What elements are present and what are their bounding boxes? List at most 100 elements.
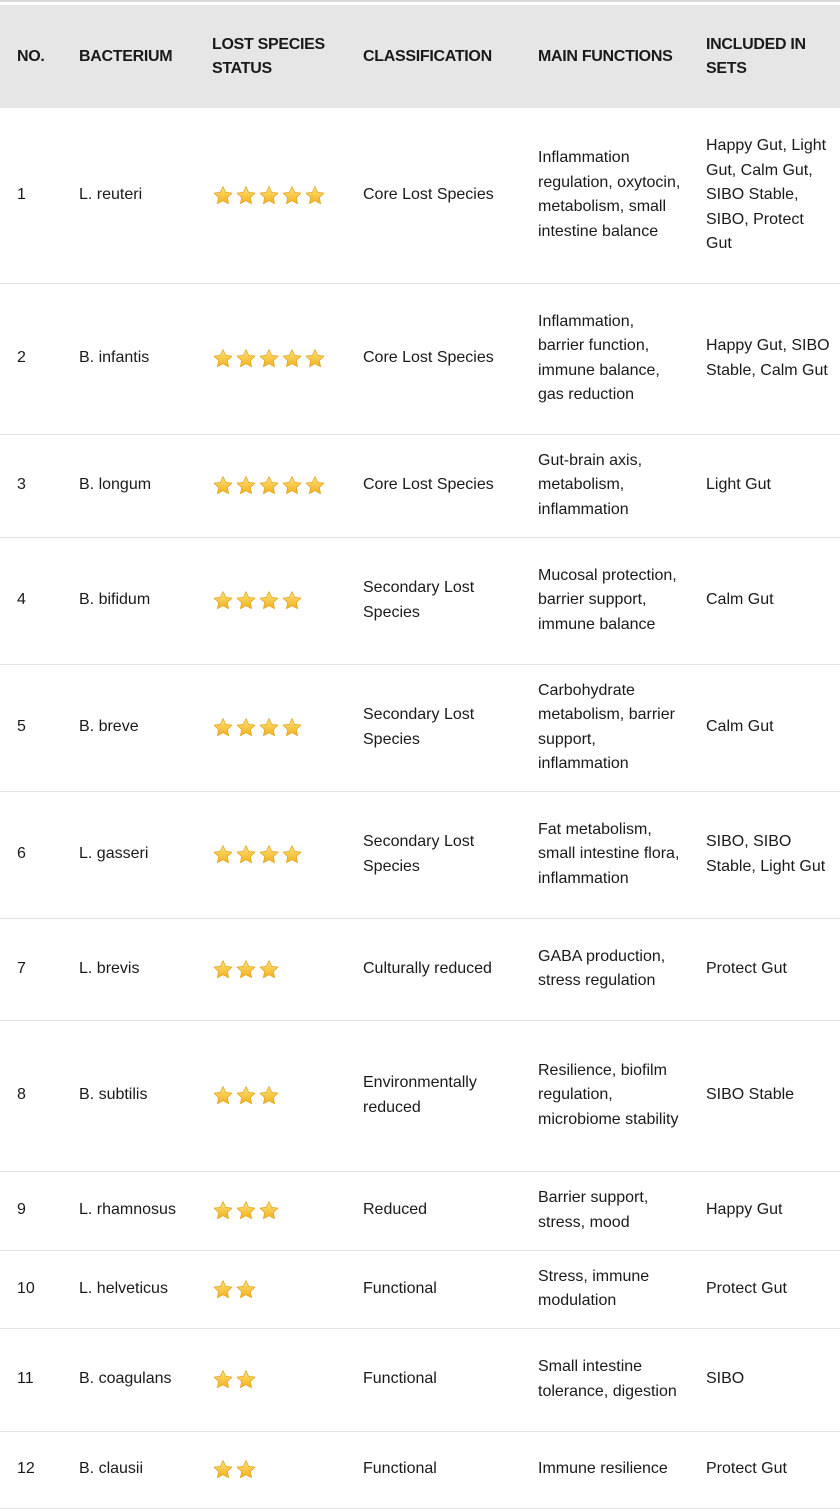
cell-main-functions: GABA production, stress regulation bbox=[521, 918, 689, 1021]
cell-included-in-sets: SIBO Stable bbox=[689, 1020, 840, 1172]
star-icon bbox=[235, 1369, 257, 1390]
table-row: 2 B. infantis Core Lost Species Inflammatio… bbox=[0, 283, 840, 435]
star-icon bbox=[235, 959, 257, 980]
cell-no: 5 bbox=[0, 664, 62, 792]
star-icon bbox=[235, 1459, 257, 1480]
star-icon bbox=[212, 1279, 234, 1300]
cell-included-in-sets: Light Gut bbox=[689, 434, 840, 538]
star-icon bbox=[212, 185, 234, 206]
cell-lost-species-status bbox=[195, 918, 346, 1021]
cell-included-in-sets: Happy Gut bbox=[689, 1171, 840, 1251]
cell-bacterium: B. infantis bbox=[62, 283, 195, 435]
cell-bacterium: L. rhamnosus bbox=[62, 1171, 195, 1251]
cell-included-in-sets: Calm Gut bbox=[689, 537, 840, 665]
header-bacterium: BACTERIUM bbox=[62, 5, 195, 108]
cell-no: 11 bbox=[0, 1328, 62, 1432]
star-icon bbox=[212, 959, 234, 980]
cell-lost-species-status bbox=[195, 283, 346, 435]
table-row: 6 L. gasseri Secondary Lost Species Fat met… bbox=[0, 791, 840, 919]
cell-main-functions: Gut-brain axis, metabolism, inflammation bbox=[521, 434, 689, 538]
cell-classification: Reduced bbox=[346, 1171, 521, 1251]
cell-no: 8 bbox=[0, 1020, 62, 1172]
star-icon bbox=[258, 1085, 280, 1106]
cell-main-functions: Fat metabolism, small intestine flora, i… bbox=[521, 791, 689, 919]
star-icon bbox=[212, 475, 234, 496]
cell-lost-species-status bbox=[195, 1171, 346, 1251]
cell-lost-species-status bbox=[195, 1431, 346, 1509]
cell-main-functions: Mucosal protection, barrier support, imm… bbox=[521, 537, 689, 665]
cell-bacterium: B. bifidum bbox=[62, 537, 195, 665]
star-rating bbox=[212, 959, 338, 980]
cell-bacterium: L. helveticus bbox=[62, 1250, 195, 1329]
star-icon bbox=[281, 185, 303, 206]
cell-no: 2 bbox=[0, 283, 62, 435]
cell-included-in-sets: Protect Gut bbox=[689, 1250, 840, 1329]
cell-no: 1 bbox=[0, 108, 62, 284]
star-icon bbox=[235, 1279, 257, 1300]
star-rating bbox=[212, 185, 338, 206]
cell-classification: Secondary Lost Species bbox=[346, 537, 521, 665]
star-icon bbox=[304, 185, 326, 206]
cell-bacterium: L. reuteri bbox=[62, 108, 195, 284]
cell-bacterium: B. clausii bbox=[62, 1431, 195, 1509]
table-row: 1 L. reuteri Core Lost Species Inflammation… bbox=[0, 108, 840, 284]
cell-lost-species-status bbox=[195, 1250, 346, 1329]
cell-classification: Culturally reduced bbox=[346, 918, 521, 1021]
star-rating bbox=[212, 590, 338, 611]
cell-classification: Functional bbox=[346, 1250, 521, 1329]
star-icon bbox=[235, 717, 257, 738]
cell-classification: Core Lost Species bbox=[346, 108, 521, 284]
cell-no: 10 bbox=[0, 1250, 62, 1329]
star-icon bbox=[235, 475, 257, 496]
cell-bacterium: L. gasseri bbox=[62, 791, 195, 919]
cell-main-functions: Carbohydrate metabolism, barrier support… bbox=[521, 664, 689, 792]
table-row: 11 B. coagulans Functional Small intestine … bbox=[0, 1328, 840, 1432]
cell-lost-species-status bbox=[195, 791, 346, 919]
cell-classification: Functional bbox=[346, 1431, 521, 1509]
star-rating bbox=[212, 475, 338, 496]
cell-included-in-sets: Happy Gut, Light Gut, Calm Gut, SIBO Sta… bbox=[689, 108, 840, 284]
cell-classification: Secondary Lost Species bbox=[346, 791, 521, 919]
cell-no: 12 bbox=[0, 1431, 62, 1509]
star-icon bbox=[212, 717, 234, 738]
star-icon bbox=[258, 1200, 280, 1221]
cell-classification: Core Lost Species bbox=[346, 434, 521, 538]
header-lost-species-status: LOST SPECIES STATUS bbox=[195, 5, 346, 108]
star-rating bbox=[212, 1369, 338, 1390]
cell-classification: Functional bbox=[346, 1328, 521, 1432]
star-icon bbox=[258, 959, 280, 980]
header-no: NO. bbox=[0, 5, 62, 108]
table-row: 9 L. rhamnosus Reduced Barrier support, str… bbox=[0, 1171, 840, 1251]
star-icon bbox=[212, 1369, 234, 1390]
star-rating bbox=[212, 717, 338, 738]
cell-classification: Environmentally reduced bbox=[346, 1020, 521, 1172]
star-rating bbox=[212, 1200, 338, 1221]
cell-classification: Secondary Lost Species bbox=[346, 664, 521, 792]
cell-no: 3 bbox=[0, 434, 62, 538]
cell-no: 9 bbox=[0, 1171, 62, 1251]
star-icon bbox=[258, 590, 280, 611]
cell-lost-species-status bbox=[195, 1328, 346, 1432]
star-rating bbox=[212, 1085, 338, 1106]
star-icon bbox=[212, 1200, 234, 1221]
star-icon bbox=[258, 185, 280, 206]
star-icon bbox=[281, 844, 303, 865]
star-icon bbox=[235, 1085, 257, 1106]
table-header-row: NO. BACTERIUM LOST SPECIES STATUS CLASSI… bbox=[0, 5, 840, 108]
cell-bacterium: L. brevis bbox=[62, 918, 195, 1021]
star-icon bbox=[212, 844, 234, 865]
cell-included-in-sets: Protect Gut bbox=[689, 918, 840, 1021]
star-icon bbox=[281, 475, 303, 496]
cell-included-in-sets: Happy Gut, SIBO Stable, Calm Gut bbox=[689, 283, 840, 435]
star-icon bbox=[304, 348, 326, 369]
star-icon bbox=[212, 1085, 234, 1106]
star-icon bbox=[235, 1200, 257, 1221]
cell-lost-species-status bbox=[195, 434, 346, 538]
header-included-in-sets: INCLUDED IN SETS bbox=[689, 5, 840, 108]
cell-main-functions: Immune resilience bbox=[521, 1431, 689, 1509]
table-row: 10 L. helveticus Functional Stress, immune … bbox=[0, 1250, 840, 1329]
cell-no: 7 bbox=[0, 918, 62, 1021]
star-rating bbox=[212, 844, 338, 865]
table-row: 7 L. brevis Culturally reduced GABA product… bbox=[0, 918, 840, 1021]
star-icon bbox=[235, 590, 257, 611]
